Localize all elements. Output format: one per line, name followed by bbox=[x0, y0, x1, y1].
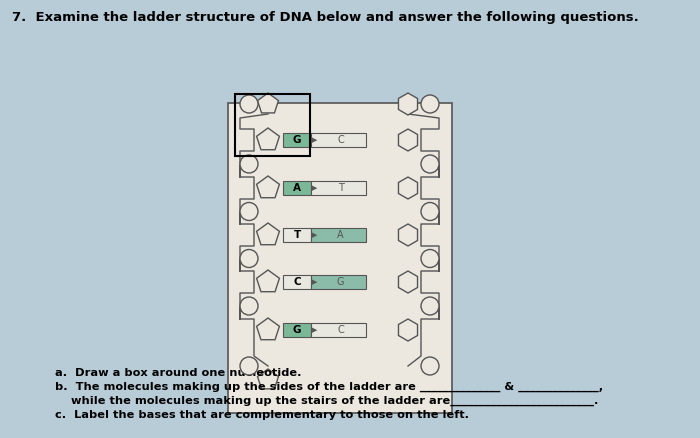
Bar bbox=[283, 181, 311, 195]
Text: b.  The molecules making up the sides of the ladder are ______________ & _______: b. The molecules making up the sides of … bbox=[55, 382, 603, 392]
Circle shape bbox=[421, 95, 439, 113]
Bar bbox=[311, 323, 366, 337]
Circle shape bbox=[240, 95, 258, 113]
Polygon shape bbox=[398, 319, 417, 341]
Circle shape bbox=[421, 250, 439, 268]
Text: A: A bbox=[337, 230, 344, 240]
Polygon shape bbox=[398, 93, 417, 115]
Circle shape bbox=[240, 155, 258, 173]
Bar bbox=[311, 133, 366, 147]
Text: G: G bbox=[293, 135, 301, 145]
Polygon shape bbox=[258, 93, 279, 113]
Text: c.  Label the bases that are complementary to those on the left.: c. Label the bases that are complementar… bbox=[55, 410, 469, 420]
Circle shape bbox=[421, 297, 439, 315]
Polygon shape bbox=[258, 369, 279, 389]
Polygon shape bbox=[398, 271, 417, 293]
Text: ▶: ▶ bbox=[312, 185, 317, 191]
Circle shape bbox=[240, 357, 258, 375]
Polygon shape bbox=[398, 224, 417, 246]
Bar bbox=[311, 275, 366, 289]
Circle shape bbox=[240, 202, 258, 220]
Text: G: G bbox=[337, 277, 344, 287]
Text: ▶: ▶ bbox=[312, 327, 317, 333]
Polygon shape bbox=[257, 128, 279, 150]
Text: T: T bbox=[337, 183, 344, 193]
Text: C: C bbox=[337, 135, 344, 145]
Text: while the molecules making up the stairs of the ladder are______________________: while the molecules making up the stairs… bbox=[55, 396, 598, 406]
Circle shape bbox=[421, 202, 439, 220]
Text: A: A bbox=[293, 183, 301, 193]
Circle shape bbox=[421, 155, 439, 173]
Polygon shape bbox=[398, 177, 417, 199]
Bar bbox=[283, 133, 311, 147]
Text: ▶: ▶ bbox=[312, 232, 317, 238]
Bar bbox=[311, 181, 366, 195]
Bar bbox=[228, 103, 452, 413]
Polygon shape bbox=[257, 318, 279, 340]
Polygon shape bbox=[257, 223, 279, 245]
Text: ▶: ▶ bbox=[312, 279, 317, 285]
Circle shape bbox=[240, 250, 258, 268]
Circle shape bbox=[240, 297, 258, 315]
Text: C: C bbox=[293, 277, 301, 287]
Polygon shape bbox=[398, 129, 417, 151]
Bar bbox=[235, 94, 310, 156]
Text: G: G bbox=[293, 325, 301, 335]
Text: T: T bbox=[293, 230, 300, 240]
Bar bbox=[283, 228, 311, 242]
Text: a.  Draw a box around one nucleotide.: a. Draw a box around one nucleotide. bbox=[55, 368, 302, 378]
Text: ▶: ▶ bbox=[312, 137, 317, 143]
Bar bbox=[311, 228, 366, 242]
Bar bbox=[283, 323, 311, 337]
Polygon shape bbox=[257, 176, 279, 198]
Text: C: C bbox=[337, 325, 344, 335]
Text: 7.  Examine the ladder structure of DNA below and answer the following questions: 7. Examine the ladder structure of DNA b… bbox=[12, 11, 638, 24]
Polygon shape bbox=[257, 270, 279, 292]
Circle shape bbox=[421, 357, 439, 375]
Bar bbox=[283, 275, 311, 289]
